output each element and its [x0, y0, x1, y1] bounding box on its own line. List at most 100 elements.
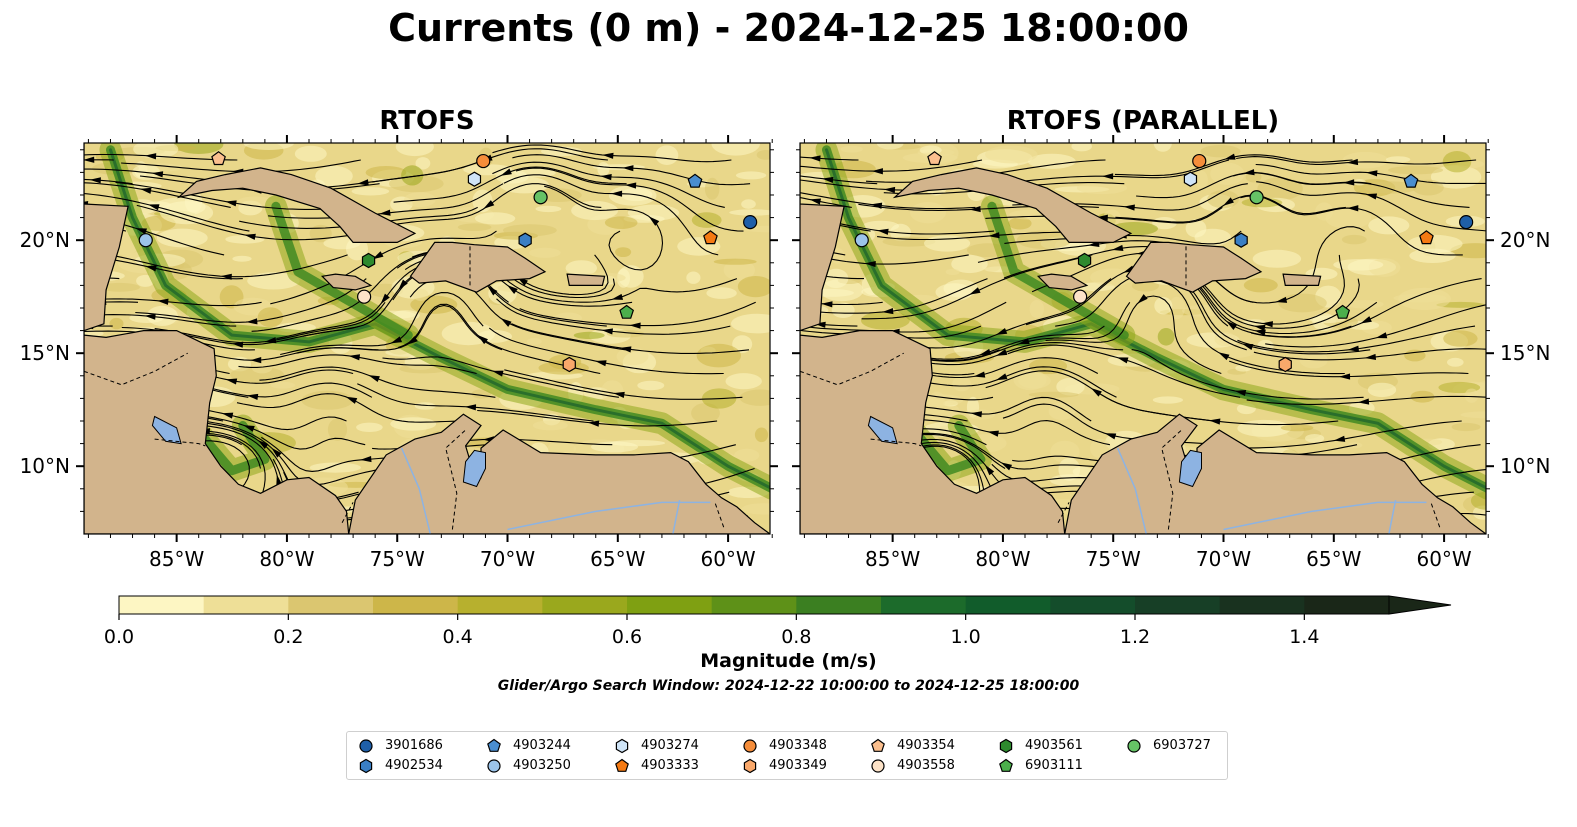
float-marker-4903348	[1192, 153, 1207, 169]
float-marker-4903244	[687, 173, 703, 188]
colorbar-bin	[457, 596, 543, 614]
float-marker-4903274	[1183, 171, 1198, 187]
panel-title-rtofs-parallel: RTOFS (PARALLEL)	[1006, 106, 1280, 136]
float-marker-4902534	[1234, 232, 1248, 248]
lon-tick-label: 60°W	[1416, 547, 1471, 571]
pentagon-marker-icon	[999, 758, 1013, 772]
legend-item-label: 4903349	[769, 758, 827, 773]
lat-tick-label: 10°N	[1500, 454, 1550, 478]
float-legend: 3901686 4902534 4903244 4903250 4903274 49033…	[346, 731, 1228, 780]
map-panel-rtofs-parallel	[799, 142, 1487, 535]
float-marker-4903354	[927, 151, 942, 166]
colorbar-tick-label: 0.0	[104, 626, 134, 648]
colorbar-extend-arrow	[1388, 595, 1452, 615]
colorbar-tick-label: 1.0	[951, 626, 981, 648]
circle-marker-icon	[1127, 739, 1141, 753]
float-marker-6903111	[1335, 304, 1351, 319]
float-marker-4903354	[211, 151, 226, 166]
float-marker-4903561	[1077, 252, 1092, 269]
colorbar-bin	[542, 596, 628, 614]
pentagon-marker-icon	[871, 738, 885, 752]
lon-tick-label: 70°W	[480, 547, 535, 571]
legend-item-label: 6903111	[1025, 758, 1083, 773]
map-panel-rtofs	[83, 142, 771, 535]
search-window-text: Glider/Argo Search Window: 2024-12-22 10…	[497, 678, 1080, 694]
float-marker-3901686	[743, 215, 758, 230]
lon-tick-label: 80°W	[259, 547, 314, 571]
colorbar-bin	[1304, 596, 1390, 614]
colorbar-bin	[627, 596, 713, 614]
legend-item-label: 4903348	[769, 738, 827, 753]
panel-title-rtofs: RTOFS	[379, 106, 475, 136]
pentagon-marker-icon	[615, 758, 629, 772]
lat-tick-label: 20°N	[20, 228, 70, 252]
legend-item-label: 6903727	[1153, 738, 1211, 753]
hexagon-marker-icon	[999, 738, 1013, 754]
float-marker-3901686	[1459, 215, 1474, 230]
float-marker-4903349	[1278, 356, 1292, 373]
legend-item-label: 4903333	[641, 758, 699, 773]
legend-item-label: 4902534	[385, 758, 443, 773]
float-marker-4903250	[138, 233, 153, 248]
float-marker-4902534	[518, 232, 532, 248]
float-marker-4903558	[1073, 289, 1088, 304]
circle-marker-icon	[743, 739, 757, 753]
colorbar-tick-label: 1.4	[1289, 626, 1319, 648]
lon-tick-label: 65°W	[1306, 547, 1361, 571]
colorbar-bin	[373, 596, 459, 614]
colorbar-bin	[1135, 596, 1221, 614]
float-marker-4903348	[476, 153, 491, 169]
legend-item-label: 3901686	[385, 738, 443, 753]
circle-marker-icon	[359, 739, 373, 753]
colorbar-label: Magnitude (m/s)	[700, 650, 877, 672]
lon-tick-label: 75°W	[370, 547, 425, 571]
colorbar-bin	[881, 596, 967, 614]
legend-item-label: 4903558	[897, 758, 955, 773]
lon-tick-label: 75°W	[1086, 547, 1141, 571]
float-marker-6903727	[1249, 190, 1264, 205]
float-marker-4903333	[703, 230, 718, 245]
circle-marker-icon	[871, 759, 885, 773]
float-marker-4903333	[1419, 230, 1434, 245]
lat-tick-label: 20°N	[1500, 228, 1550, 252]
colorbar-bin	[203, 596, 289, 614]
float-marker-4903250	[854, 233, 869, 248]
lon-tick-label: 70°W	[1196, 547, 1251, 571]
legend-item-label: 4903250	[513, 758, 571, 773]
colorbar-bin	[1050, 596, 1136, 614]
legend-item-label: 4903274	[641, 738, 699, 753]
colorbar-tick-label: 1.2	[1120, 626, 1150, 648]
pentagon-marker-icon	[487, 738, 501, 752]
hexagon-marker-icon	[359, 758, 373, 774]
float-marker-6903727	[533, 190, 548, 205]
float-marker-4903244	[1403, 173, 1419, 188]
lon-tick-label: 80°W	[975, 547, 1030, 571]
legend-item-label: 4903244	[513, 738, 571, 753]
hexagon-marker-icon	[615, 738, 629, 754]
legend-item-label: 4903354	[897, 738, 955, 753]
map-axes: 85°W 80°W 75°W 70°W 65°W 60°W 20°N 15°N 10°N 85°W…	[20, 135, 1550, 571]
lat-tick-label: 15°N	[20, 341, 70, 365]
lon-tick-label: 65°W	[590, 547, 645, 571]
colorbar-bin	[711, 596, 797, 614]
colorbar-bin	[288, 596, 374, 614]
float-marker-6903111	[619, 304, 635, 319]
colorbar-bin	[965, 596, 1051, 614]
colorbar-tick-label: 0.4	[443, 626, 473, 648]
lon-tick-label: 60°W	[700, 547, 755, 571]
lon-tick-label: 85°W	[149, 547, 204, 571]
colorbar-bin	[119, 596, 205, 614]
float-marker-4903349	[562, 356, 576, 373]
circle-marker-icon	[487, 759, 501, 773]
colorbar-tick-label: 0.6	[612, 626, 642, 648]
colorbar-bin	[796, 596, 882, 614]
legend-item-label: 4903561	[1025, 738, 1083, 753]
colorbar: 0.0 0.2 0.4 0.6 0.8 1.0 1.2 1.4	[104, 595, 1452, 648]
colorbar-tick-label: 0.8	[781, 626, 811, 648]
lat-tick-label: 15°N	[1500, 341, 1550, 365]
lat-tick-label: 10°N	[20, 454, 70, 478]
colorbar-bin	[1219, 596, 1305, 614]
lon-tick-label: 85°W	[865, 547, 920, 571]
float-marker-4903274	[467, 171, 482, 187]
